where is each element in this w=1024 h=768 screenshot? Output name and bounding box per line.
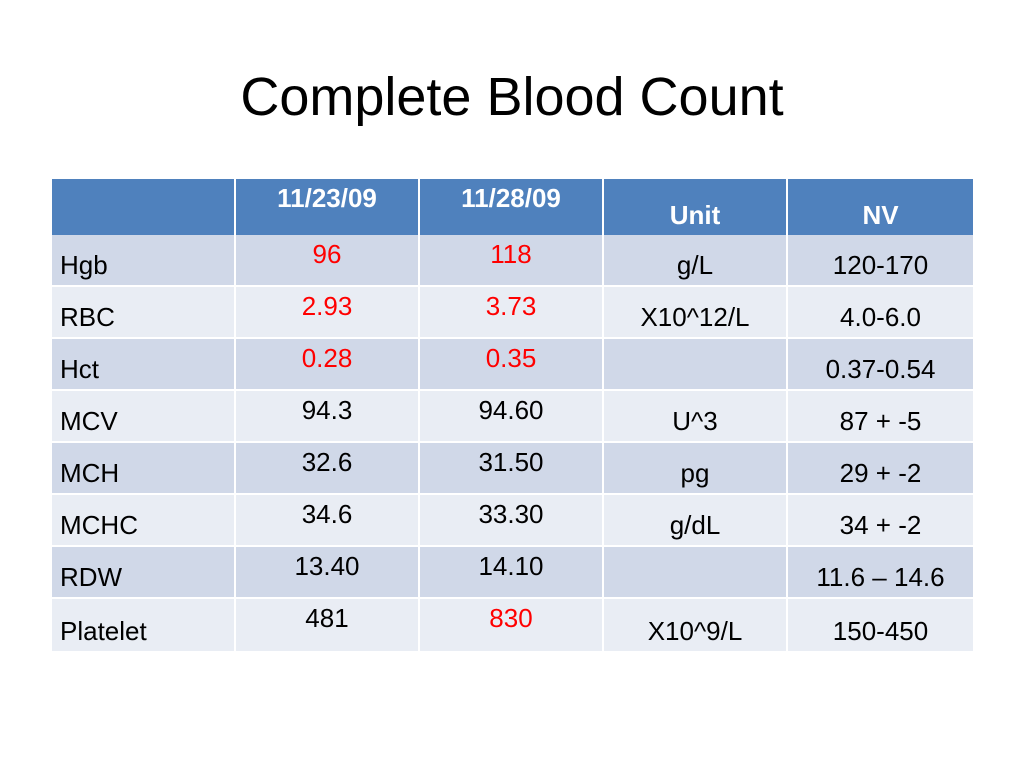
row-label: Platelet xyxy=(52,599,236,651)
value-cell: 34.6 xyxy=(236,495,420,547)
row-label: MCHC xyxy=(52,495,236,547)
row-label: Hgb xyxy=(52,235,236,287)
normal-value-cell: 150-450 xyxy=(788,599,973,651)
row-label: RDW xyxy=(52,547,236,599)
header-cell-nv: NV xyxy=(788,179,973,235)
value-cell: 96 xyxy=(236,235,420,287)
normal-value-cell: 34 + -2 xyxy=(788,495,973,547)
value-cell: 0.35 xyxy=(420,339,604,391)
row-label: MCH xyxy=(52,443,236,495)
normal-value-cell: 29 + -2 xyxy=(788,443,973,495)
value-cell: 14.10 xyxy=(420,547,604,599)
unit-cell: g/dL xyxy=(604,495,788,547)
value-cell: 3.73 xyxy=(420,287,604,339)
table-row-mcv: MCV 94.3 94.60 U^3 87 + -5 xyxy=(52,391,973,443)
value-cell: 94.60 xyxy=(420,391,604,443)
row-label: MCV xyxy=(52,391,236,443)
slide-title: Complete Blood Count xyxy=(240,67,784,127)
table-row-rbc: RBC 2.93 3.73 X10^12/L 4.0-6.0 xyxy=(52,287,973,339)
value-cell: 94.3 xyxy=(236,391,420,443)
value-cell: 118 xyxy=(420,235,604,287)
value-cell: 33.30 xyxy=(420,495,604,547)
value-cell: 481 xyxy=(236,599,420,651)
table-row-hct: Hct 0.28 0.35 0.37-0.54 xyxy=(52,339,973,391)
normal-value-cell: 87 + -5 xyxy=(788,391,973,443)
header-cell-date-1: 11/23/09 xyxy=(236,179,420,235)
value-cell: 2.93 xyxy=(236,287,420,339)
value-cell: 13.40 xyxy=(236,547,420,599)
cbc-table: 11/23/09 11/28/09 Unit NV Hgb 96 118 g/L… xyxy=(52,179,973,651)
table-row-mchc: MCHC 34.6 33.30 g/dL 34 + -2 xyxy=(52,495,973,547)
header-row: 11/23/09 11/28/09 Unit NV xyxy=(52,179,973,235)
value-cell: 32.6 xyxy=(236,443,420,495)
unit-cell xyxy=(604,547,788,599)
value-cell: 31.50 xyxy=(420,443,604,495)
normal-value-cell: 0.37-0.54 xyxy=(788,339,973,391)
normal-value-cell: 120-170 xyxy=(788,235,973,287)
row-label: RBC xyxy=(52,287,236,339)
header-cell-unit: Unit xyxy=(604,179,788,235)
unit-cell: pg xyxy=(604,443,788,495)
value-cell: 0.28 xyxy=(236,339,420,391)
unit-cell: X10^12/L xyxy=(604,287,788,339)
table-row-hgb: Hgb 96 118 g/L 120-170 xyxy=(52,235,973,287)
header-cell-date-2: 11/28/09 xyxy=(420,179,604,235)
value-cell: 830 xyxy=(420,599,604,651)
table-row-platelet: Platelet 481 830 X10^9/L 150-450 xyxy=(52,599,973,651)
normal-value-cell: 4.0-6.0 xyxy=(788,287,973,339)
normal-value-cell: 11.6 – 14.6 xyxy=(788,547,973,599)
table-row-rdw: RDW 13.40 14.10 11.6 – 14.6 xyxy=(52,547,973,599)
row-label: Hct xyxy=(52,339,236,391)
unit-cell: U^3 xyxy=(604,391,788,443)
header-cell-blank xyxy=(52,179,236,235)
table-row-mch: MCH 32.6 31.50 pg 29 + -2 xyxy=(52,443,973,495)
unit-cell: g/L xyxy=(604,235,788,287)
unit-cell: X10^9/L xyxy=(604,599,788,651)
unit-cell xyxy=(604,339,788,391)
